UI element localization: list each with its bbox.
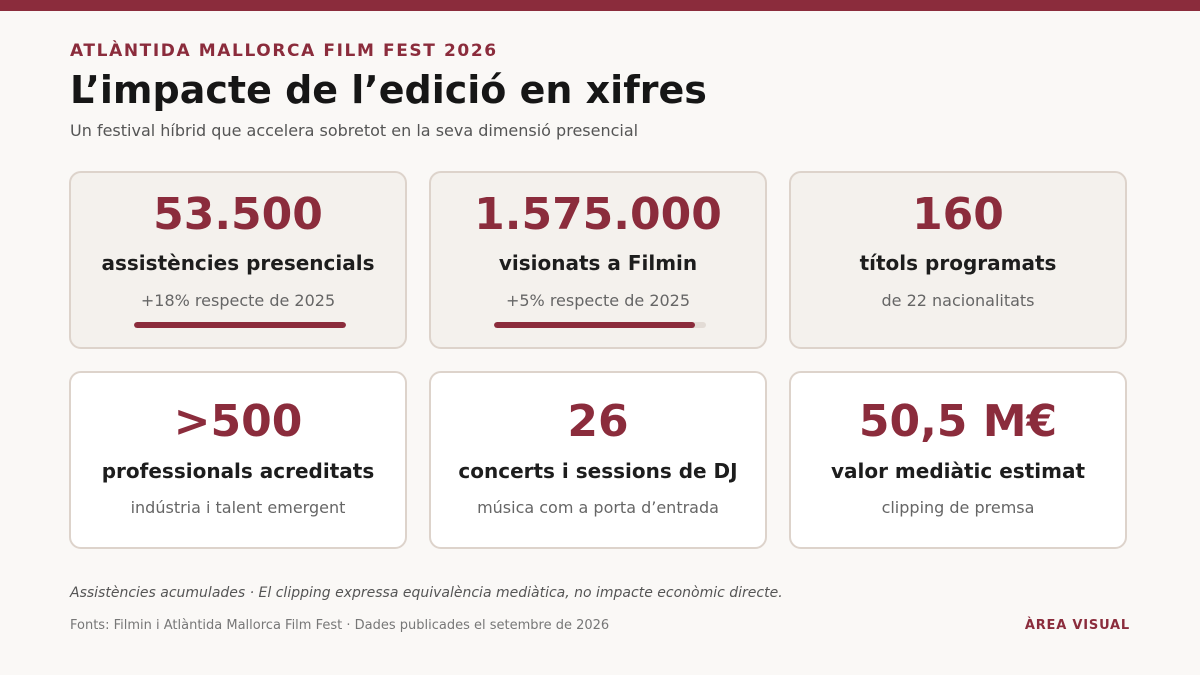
- stat-label: assistències presencials: [101, 251, 375, 275]
- stat-note: clipping de premsa: [881, 498, 1035, 517]
- growth-progress-fill: [494, 322, 696, 328]
- page-title: L’impacte de l’edició en xifres: [70, 68, 707, 112]
- stat-card-attendance: 53.500 assistències presencials +18% res…: [69, 171, 407, 349]
- stat-value: 53.500: [153, 189, 323, 240]
- stat-note: de 22 nacionalitats: [881, 291, 1035, 310]
- stat-label: títols programats: [859, 251, 1057, 275]
- stat-label: concerts i sessions de DJ: [458, 459, 738, 483]
- top-accent-bar: [0, 0, 1200, 11]
- stat-card-professionals: >500 professionals acreditats indústria …: [69, 371, 407, 549]
- stat-value: 50,5 M€: [858, 396, 1058, 447]
- stat-card-views: 1.575.000 visionats a Filmin +5% respect…: [429, 171, 767, 349]
- stat-value: 1.575.000: [474, 189, 722, 240]
- brand-label: ÀREA VISUAL: [1024, 618, 1130, 633]
- stat-value: 26: [567, 396, 629, 447]
- stat-note: música com a porta d’entrada: [477, 498, 719, 517]
- stat-note: +18% respecte de 2025: [140, 291, 336, 310]
- stat-value: 160: [912, 189, 1004, 240]
- event-eyebrow: ATLÀNTIDA MALLORCA FILM FEST 2026: [70, 41, 498, 61]
- stat-label: visionats a Filmin: [498, 251, 698, 275]
- sources-line: Fonts: Filmin i Atlàntida Mallorca Film …: [70, 618, 610, 633]
- growth-progress-fill: [134, 322, 346, 328]
- stat-label: valor mediàtic estimat: [830, 459, 1086, 483]
- growth-progress-bar: [494, 322, 706, 328]
- growth-progress-bar: [134, 322, 346, 328]
- stat-card-titles: 160 títols programats de 22 nacionalitat…: [789, 171, 1127, 349]
- stat-note: +5% respecte de 2025: [505, 291, 691, 310]
- stat-card-media-value: 50,5 M€ valor mediàtic estimat clipping …: [789, 371, 1127, 549]
- stat-value: >500: [173, 396, 303, 447]
- stat-note: indústria i talent emergent: [130, 498, 346, 517]
- stat-card-concerts: 26 concerts i sessions de DJ música com …: [429, 371, 767, 549]
- page-subtitle: Un festival híbrid que accelera sobretot…: [70, 121, 639, 140]
- stat-label: professionals acreditats: [101, 459, 375, 483]
- footnote: Assistències acumulades · El clipping ex…: [70, 585, 783, 601]
